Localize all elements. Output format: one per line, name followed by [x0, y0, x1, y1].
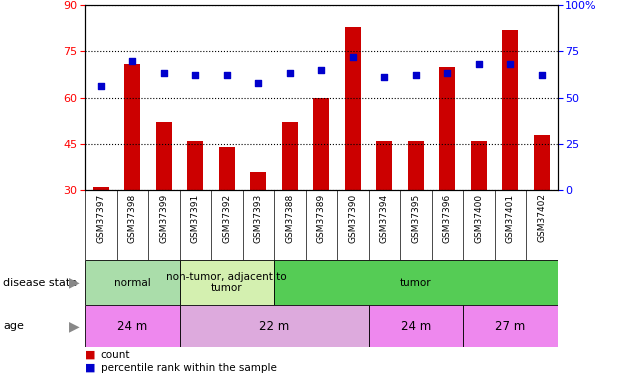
Text: ▶: ▶	[69, 319, 79, 333]
Text: 24 m: 24 m	[401, 320, 431, 333]
Text: GSM37396: GSM37396	[443, 194, 452, 243]
Text: 27 m: 27 m	[495, 320, 525, 333]
Bar	[345, 27, 360, 190]
Text: GSM37391: GSM37391	[191, 194, 200, 243]
Point	[253, 80, 263, 86]
Text: 22 m: 22 m	[259, 320, 289, 333]
Text: GSM37397: GSM37397	[96, 194, 105, 243]
Bar	[502, 30, 518, 190]
Point	[96, 83, 106, 89]
Text: GSM37392: GSM37392	[222, 194, 231, 243]
Point	[348, 54, 358, 60]
Bar	[93, 187, 109, 190]
Bar	[85, 260, 180, 305]
Point	[474, 61, 484, 67]
Text: age: age	[3, 321, 24, 331]
Text: GSM37390: GSM37390	[348, 194, 357, 243]
Point	[537, 72, 547, 78]
Point	[159, 70, 169, 76]
Text: GSM37388: GSM37388	[285, 194, 294, 243]
Bar	[188, 141, 203, 190]
Bar	[250, 171, 266, 190]
Point	[411, 72, 421, 78]
Bar	[125, 64, 140, 190]
Bar	[471, 141, 486, 190]
Text: GSM37389: GSM37389	[317, 194, 326, 243]
Bar	[376, 141, 392, 190]
Text: GSM37400: GSM37400	[474, 194, 483, 243]
Bar	[369, 305, 463, 347]
Point	[127, 57, 137, 63]
Bar	[180, 260, 274, 305]
Text: GSM37395: GSM37395	[411, 194, 420, 243]
Text: GSM37394: GSM37394	[380, 194, 389, 243]
Point	[442, 70, 452, 76]
Bar	[85, 305, 180, 347]
Text: normal: normal	[114, 278, 151, 288]
Text: GSM37402: GSM37402	[537, 194, 546, 243]
Bar	[534, 135, 549, 190]
Bar	[463, 305, 558, 347]
Point	[190, 72, 200, 78]
Text: GSM37398: GSM37398	[128, 194, 137, 243]
Bar	[282, 122, 297, 190]
Text: 24 m: 24 m	[117, 320, 147, 333]
Text: ■: ■	[85, 363, 96, 373]
Text: GSM37399: GSM37399	[159, 194, 168, 243]
Bar	[313, 98, 329, 190]
Text: GSM37401: GSM37401	[506, 194, 515, 243]
Text: non-tumor, adjacent to
tumor: non-tumor, adjacent to tumor	[166, 272, 287, 293]
Text: disease state: disease state	[3, 278, 77, 288]
Bar	[219, 147, 234, 190]
Text: count: count	[101, 350, 130, 360]
Point	[379, 74, 389, 80]
Point	[222, 72, 232, 78]
Bar	[408, 141, 423, 190]
Point	[505, 61, 515, 67]
Bar	[156, 122, 171, 190]
Text: ■: ■	[85, 350, 96, 360]
Text: ▶: ▶	[69, 276, 79, 290]
Bar	[180, 305, 369, 347]
Text: percentile rank within the sample: percentile rank within the sample	[101, 363, 277, 373]
Point	[285, 70, 295, 76]
Bar	[274, 260, 558, 305]
Text: tumor: tumor	[400, 278, 432, 288]
Text: GSM37393: GSM37393	[254, 194, 263, 243]
Bar	[439, 67, 455, 190]
Point	[316, 67, 326, 73]
